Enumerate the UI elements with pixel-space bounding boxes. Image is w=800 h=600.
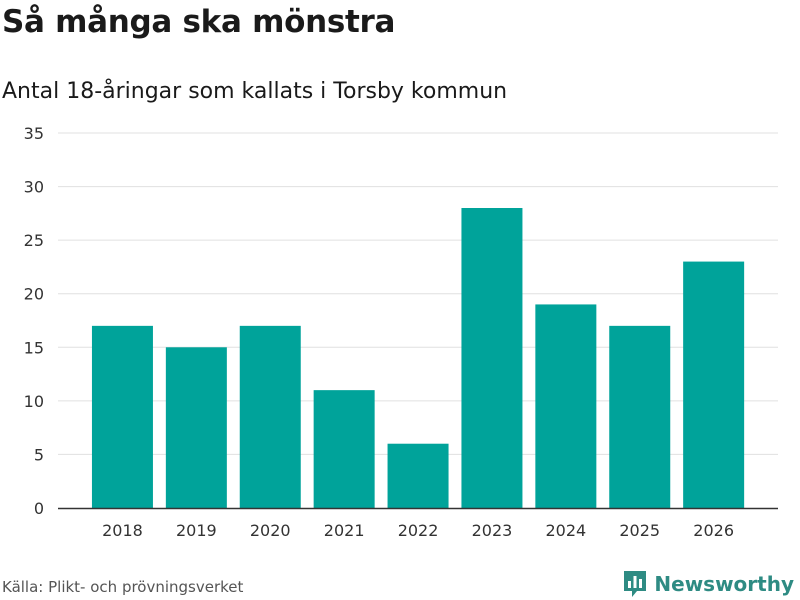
bar-2023 xyxy=(461,208,523,508)
chart-subtitle: Antal 18-åringar som kallats i Torsby ko… xyxy=(2,79,508,104)
x-tick-label: 2026 xyxy=(693,521,734,540)
x-axis-ticks: 2018 2019 2020 2021 2022 2023 2024 2025 2026 xyxy=(102,521,734,540)
y-tick-label: 25 xyxy=(24,231,44,250)
bar-2026 xyxy=(683,261,745,508)
bar-chart-logo-icon xyxy=(624,571,647,597)
brand-name: Newsworthy xyxy=(654,572,794,596)
y-tick-label: 10 xyxy=(24,392,44,411)
source-note: Källa: Plikt- och prövningsverket xyxy=(2,578,244,596)
bar-2024 xyxy=(535,304,597,508)
y-tick-label: 20 xyxy=(24,285,44,304)
bar-2025 xyxy=(609,325,671,508)
chart-title: Så många ska mönstra xyxy=(2,4,396,40)
x-tick-label: 2020 xyxy=(250,521,291,540)
bar-2020 xyxy=(239,325,301,508)
bars xyxy=(91,208,745,508)
y-tick-label: 5 xyxy=(34,445,44,464)
x-tick-label: 2024 xyxy=(545,521,586,540)
y-tick-label: 15 xyxy=(24,338,44,357)
bar-2019 xyxy=(165,347,227,508)
bar-2018 xyxy=(91,325,153,508)
x-tick-label: 2021 xyxy=(324,521,365,540)
bar-2021 xyxy=(313,390,375,508)
y-tick-label: 0 xyxy=(34,499,44,518)
y-tick-label: 35 xyxy=(24,124,44,143)
brand-logo: Newsworthy xyxy=(622,569,794,599)
x-tick-label: 2019 xyxy=(176,521,217,540)
x-tick-label: 2025 xyxy=(619,521,660,540)
x-tick-label: 2018 xyxy=(102,521,143,540)
bar-2022 xyxy=(387,443,449,508)
y-tick-label: 30 xyxy=(24,178,44,197)
x-tick-label: 2022 xyxy=(398,521,439,540)
x-tick-label: 2023 xyxy=(472,521,513,540)
y-axis-ticks: 0 5 10 15 20 25 30 35 xyxy=(24,124,44,518)
